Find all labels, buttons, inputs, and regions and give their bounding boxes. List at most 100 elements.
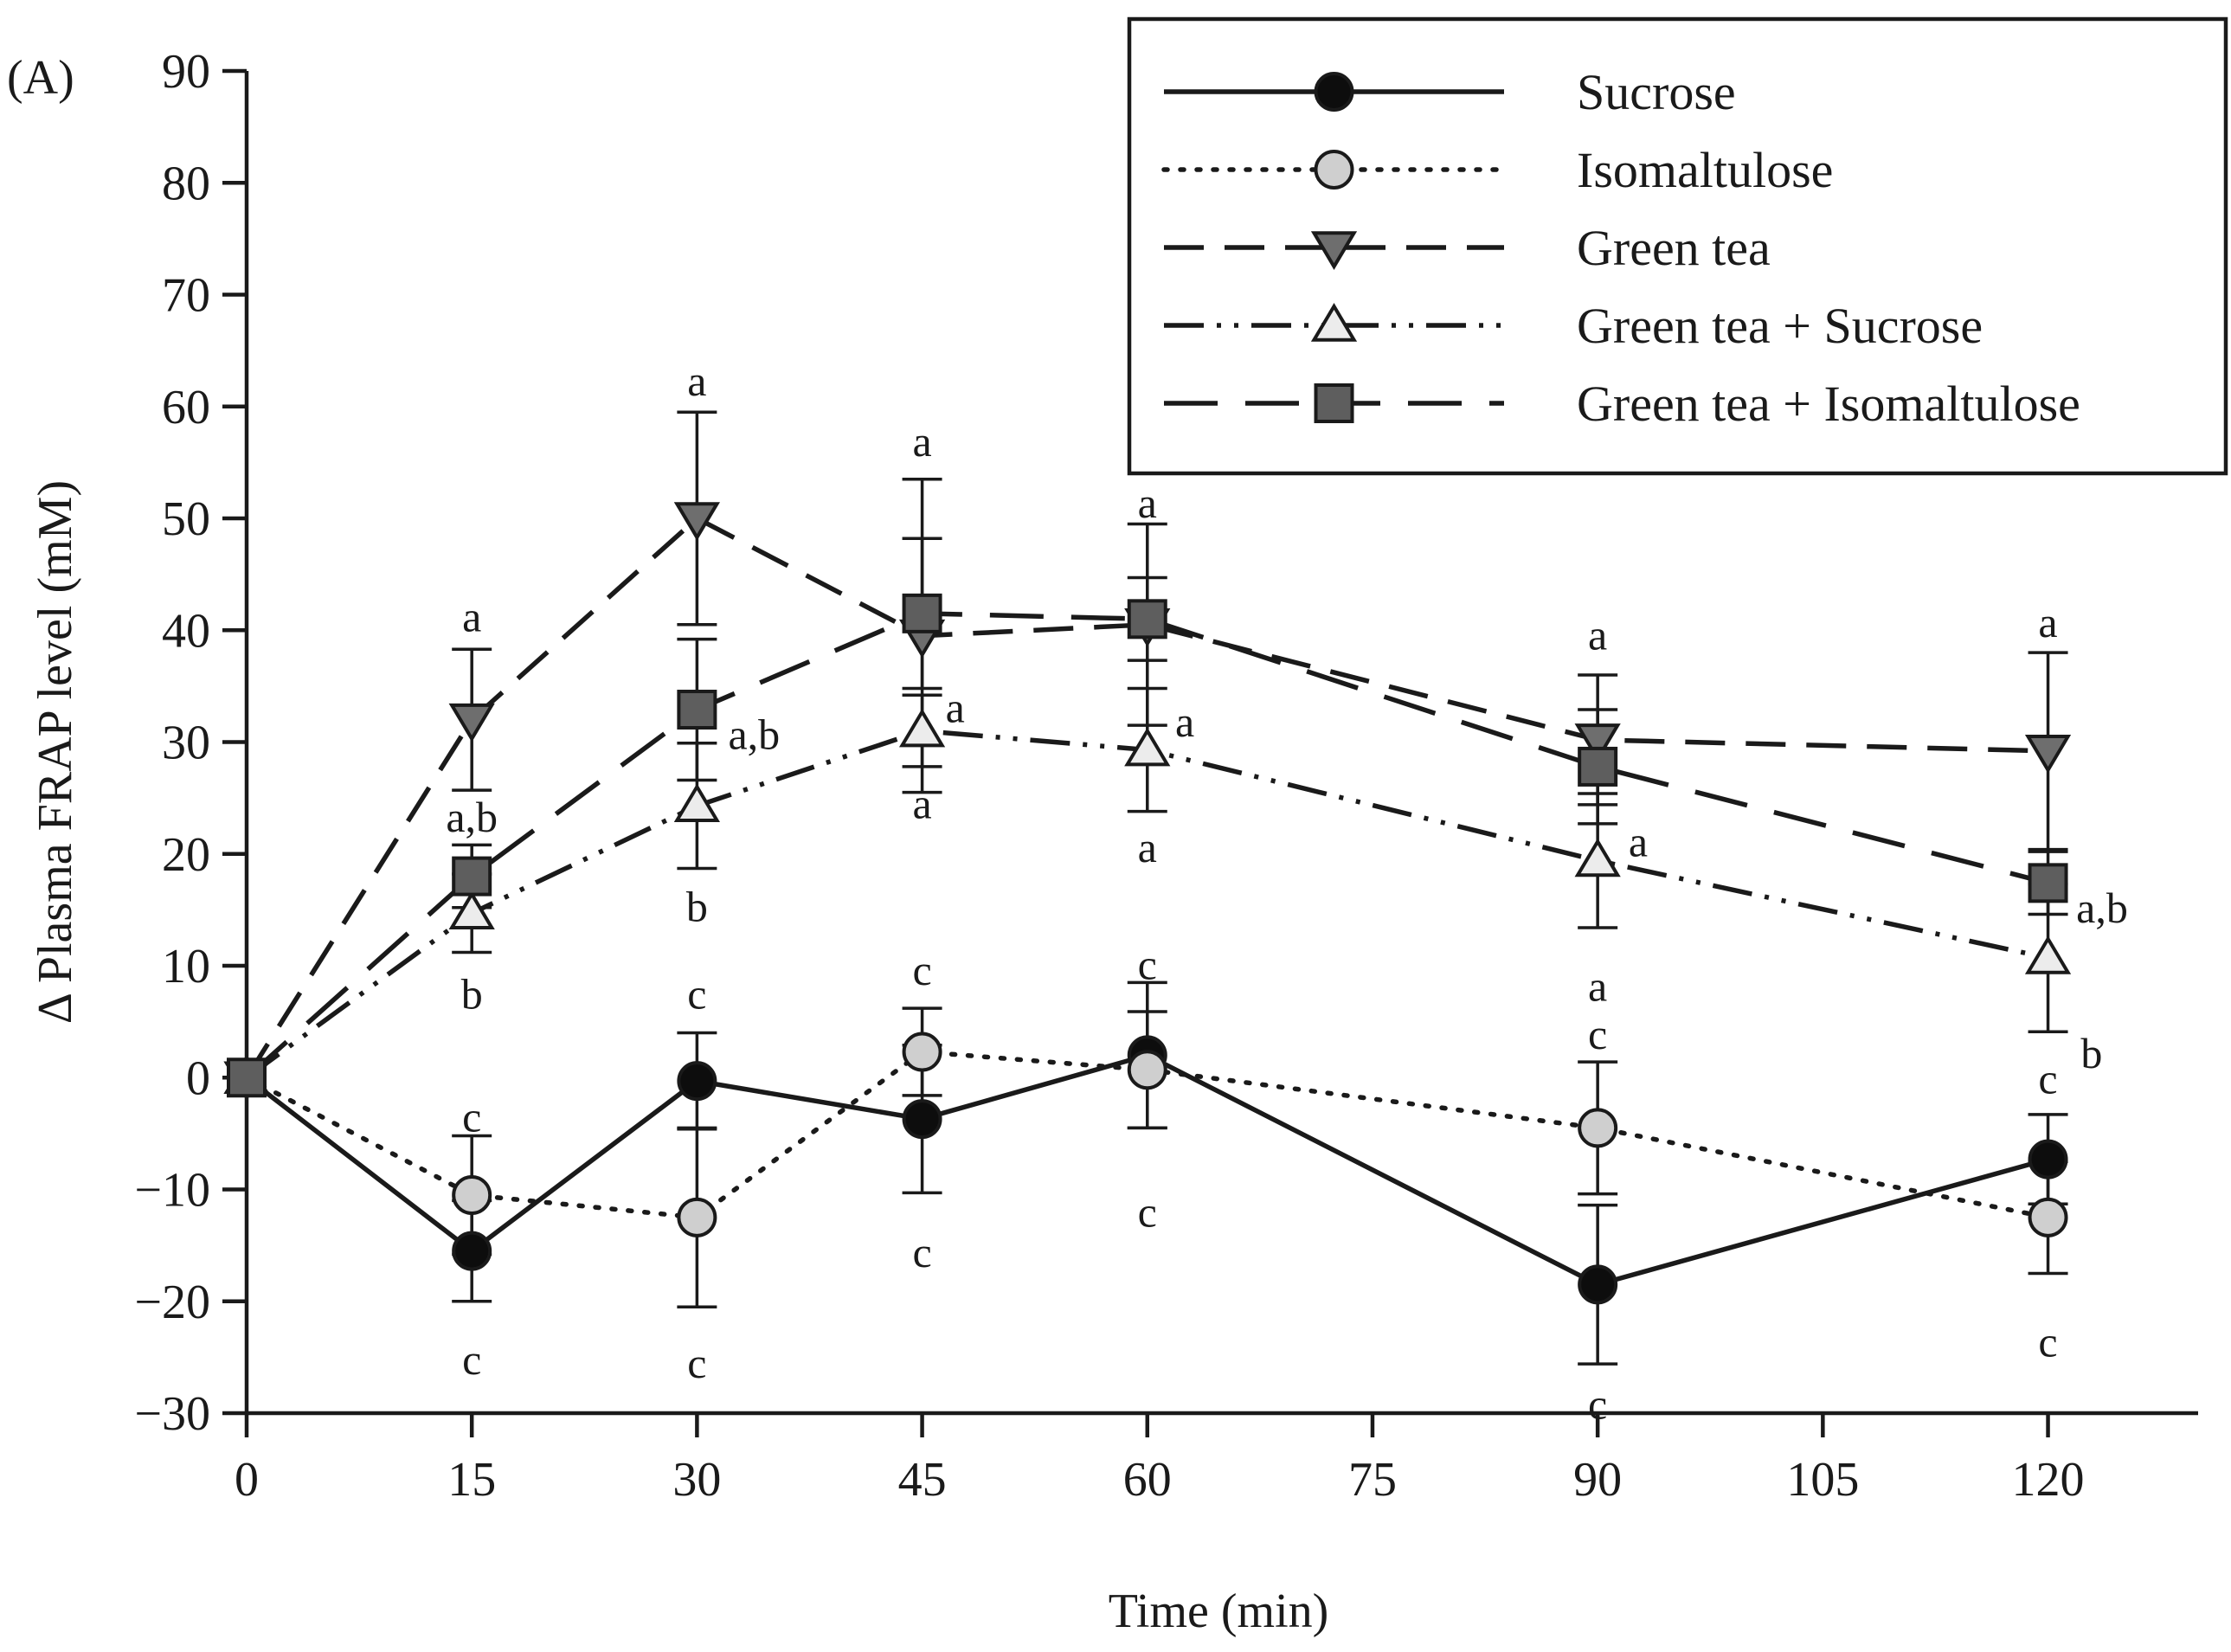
data-point-marker (677, 690, 717, 730)
data-point-marker (448, 703, 495, 742)
significance-label: c (687, 1339, 706, 1387)
y-tick-label: 80 (162, 157, 210, 210)
significance-label: c (462, 1335, 481, 1384)
data-point-marker (452, 1174, 492, 1215)
x-tick-label: 75 (1348, 1453, 1397, 1507)
significance-label: c (462, 1092, 481, 1141)
data-point-marker (1578, 746, 1618, 787)
data-point-marker (673, 502, 721, 541)
significance-label: c (1138, 941, 1157, 989)
legend-marker (1314, 383, 1354, 423)
x-tick-label: 90 (1573, 1453, 1622, 1507)
data-point-marker (448, 890, 495, 930)
data-point-marker (898, 708, 946, 748)
significance-label: a (912, 417, 931, 466)
legend-items: Sucrose Isomaltulose Green tea Green tea + … (1161, 64, 2080, 432)
legend-item: Isomaltulose (1161, 142, 1833, 198)
significance-label: c (912, 946, 931, 994)
significance-label: a (1138, 479, 1157, 527)
x-tick-label: 60 (1123, 1453, 1172, 1507)
significance-label: c (1138, 1187, 1157, 1236)
x-tick-label: 0 (235, 1453, 259, 1507)
data-point-marker (1127, 1050, 1167, 1090)
data-point-marker (2024, 735, 2072, 774)
y-tick-label: 60 (162, 381, 210, 434)
data-point-marker (2024, 935, 2072, 974)
y-axis-title: Δ Plasma FRAP level (mM) (29, 480, 82, 1024)
significance-label: a (912, 780, 931, 828)
y-tick-label: 70 (162, 269, 210, 323)
significance-label: c (912, 1228, 931, 1276)
y-axis-ticks: −30 −20 −10 0 10 20 30 40 50 60 70 80 90 (134, 45, 247, 1441)
y-tick-label: 10 (162, 940, 210, 993)
x-tick-label: 105 (1786, 1453, 1859, 1507)
x-axis-ticks: 0 15 30 45 60 75 90 105 120 (235, 1413, 2085, 1507)
y-tick-label: 50 (162, 492, 210, 546)
data-point-marker (1574, 838, 1621, 877)
legend-marker (1314, 72, 1354, 112)
data-markers (223, 502, 2072, 1305)
significance-label: c (1588, 1010, 1607, 1058)
legend-marker (1310, 231, 1358, 270)
significance-label: b (461, 969, 483, 1018)
legend-item: Green tea (1164, 220, 1771, 276)
y-tick-label: −10 (134, 1164, 210, 1218)
legend-label: Green tea + Sucrose (1577, 298, 1983, 354)
x-axis-title: Time (min) (1109, 1585, 1329, 1638)
x-tick-label: 45 (898, 1453, 947, 1507)
significance-label: a (1175, 697, 1194, 746)
legend-item: Green tea + Isomaltulose (1164, 376, 2080, 432)
significance-label: a (1629, 818, 1648, 866)
data-point-marker (1578, 1108, 1618, 1148)
legend-marker (1310, 303, 1358, 342)
y-tick-label: 0 (186, 1051, 210, 1105)
x-tick-label: 15 (447, 1453, 496, 1507)
legend-label: Sucrose (1577, 64, 1736, 120)
legend-label: Green tea + Isomaltulose (1577, 376, 2080, 432)
data-point-marker (452, 856, 492, 897)
legend-label: Green tea (1577, 220, 1771, 276)
data-point-marker (902, 1099, 942, 1140)
significance-label: b (2080, 1029, 2102, 1077)
legend-label: Isomaltulose (1577, 142, 1833, 198)
y-tick-label: −30 (134, 1387, 210, 1441)
significance-label: a,b (2076, 884, 2128, 932)
legend-item: Green tea + Sucrose (1164, 298, 1983, 354)
data-point-marker (677, 1197, 717, 1237)
data-point-marker (2028, 1197, 2068, 1237)
data-point-marker (1127, 599, 1167, 640)
data-point-marker (1124, 727, 1171, 767)
y-tick-label: 90 (162, 45, 210, 99)
significance-label: a (687, 357, 706, 405)
panel-label: (A) (7, 51, 74, 105)
data-point-marker (673, 783, 721, 822)
significance-label: c (687, 969, 706, 1018)
data-point-marker (1574, 723, 1621, 762)
significance-label: a (2038, 598, 2057, 646)
data-point-marker (902, 593, 942, 633)
y-tick-label: 20 (162, 828, 210, 882)
significance-label: b (686, 882, 708, 930)
significance-label: c (1588, 1380, 1607, 1429)
data-point-marker (227, 1057, 267, 1098)
data-point-marker (902, 1032, 942, 1072)
significance-label: a,b (446, 793, 498, 841)
y-tick-label: −20 (134, 1276, 210, 1329)
x-tick-label: 120 (2012, 1453, 2085, 1507)
significance-label: c (2038, 1055, 2057, 1103)
data-point-marker (452, 1231, 492, 1271)
data-point-marker (1578, 1264, 1618, 1305)
significance-label: a (1588, 610, 1607, 659)
data-point-marker (677, 1061, 717, 1102)
significance-label: c (2038, 1317, 2057, 1366)
legend-marker (1314, 150, 1354, 190)
x-tick-label: 30 (672, 1453, 721, 1507)
significance-label: a (462, 593, 481, 641)
legend: Sucrose Isomaltulose Green tea Green tea + … (1127, 16, 2228, 476)
legend-item: Sucrose (1164, 64, 1736, 120)
significance-label: a (1588, 961, 1607, 1010)
data-point-marker (2028, 1139, 2068, 1180)
y-tick-label: 40 (162, 604, 210, 658)
